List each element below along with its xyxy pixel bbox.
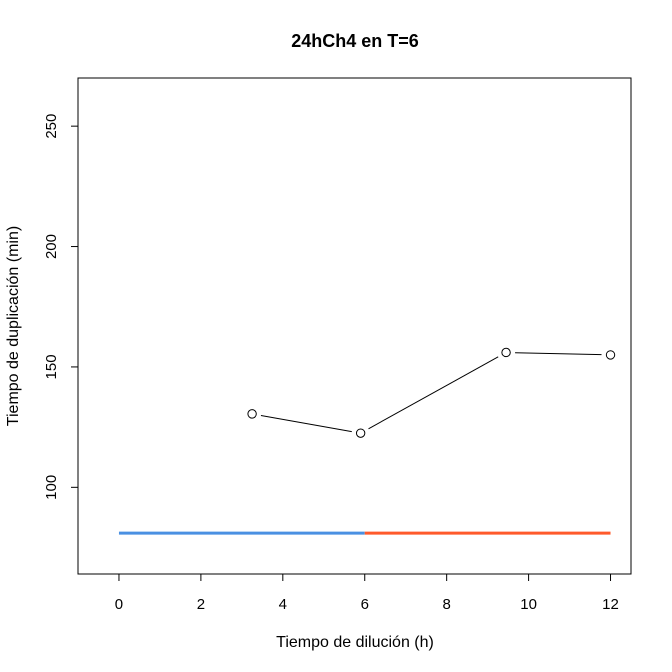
y-tick-label: 250 bbox=[43, 114, 60, 139]
plot-area-frame bbox=[77, 77, 632, 575]
x-axis: 0 2 4 6 8 10 12 bbox=[115, 573, 619, 613]
x-tick-label: 12 bbox=[602, 596, 619, 613]
x-tick-label: 6 bbox=[361, 596, 369, 613]
chart-title: 24hCh4 en T=6 bbox=[291, 31, 419, 51]
data-point bbox=[355, 428, 366, 438]
y-tick-label: 100 bbox=[43, 475, 60, 500]
series-lines bbox=[260, 352, 602, 433]
series-segment bbox=[260, 414, 352, 433]
x-tick-label: 2 bbox=[197, 596, 205, 613]
x-tick-label: 4 bbox=[279, 596, 287, 613]
series-points bbox=[247, 347, 616, 438]
x-tick-label: 8 bbox=[442, 596, 450, 613]
x-tick-label: 0 bbox=[115, 596, 123, 613]
y-tick-label: 150 bbox=[43, 354, 60, 379]
y-axis-label: Tiempo de duplicación (min) bbox=[5, 226, 22, 426]
data-point bbox=[247, 409, 257, 419]
x-tick-label: 10 bbox=[520, 596, 537, 613]
data-point bbox=[501, 347, 511, 358]
x-axis-label: Tiempo de dilución (h) bbox=[276, 634, 434, 651]
series-segment bbox=[515, 352, 602, 356]
y-axis: 100 150 200 250 bbox=[43, 114, 79, 500]
y-tick-label: 200 bbox=[43, 234, 60, 259]
series-segment bbox=[368, 356, 499, 430]
data-point bbox=[605, 350, 616, 360]
